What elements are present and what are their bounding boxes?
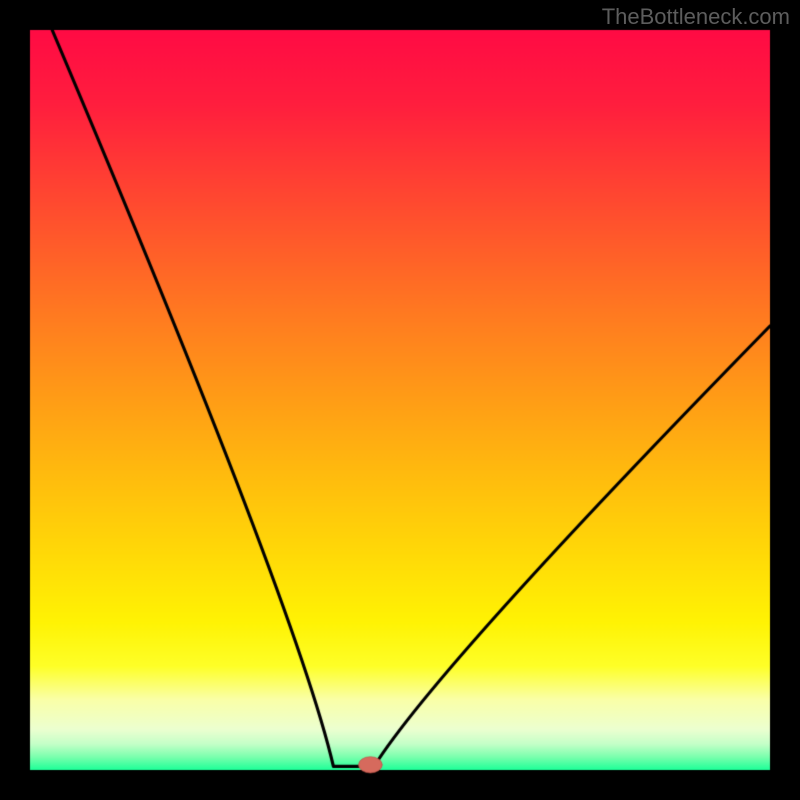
chart-container: TheBottleneck.com — [0, 0, 800, 800]
bottleneck-curve-chart — [0, 0, 800, 800]
